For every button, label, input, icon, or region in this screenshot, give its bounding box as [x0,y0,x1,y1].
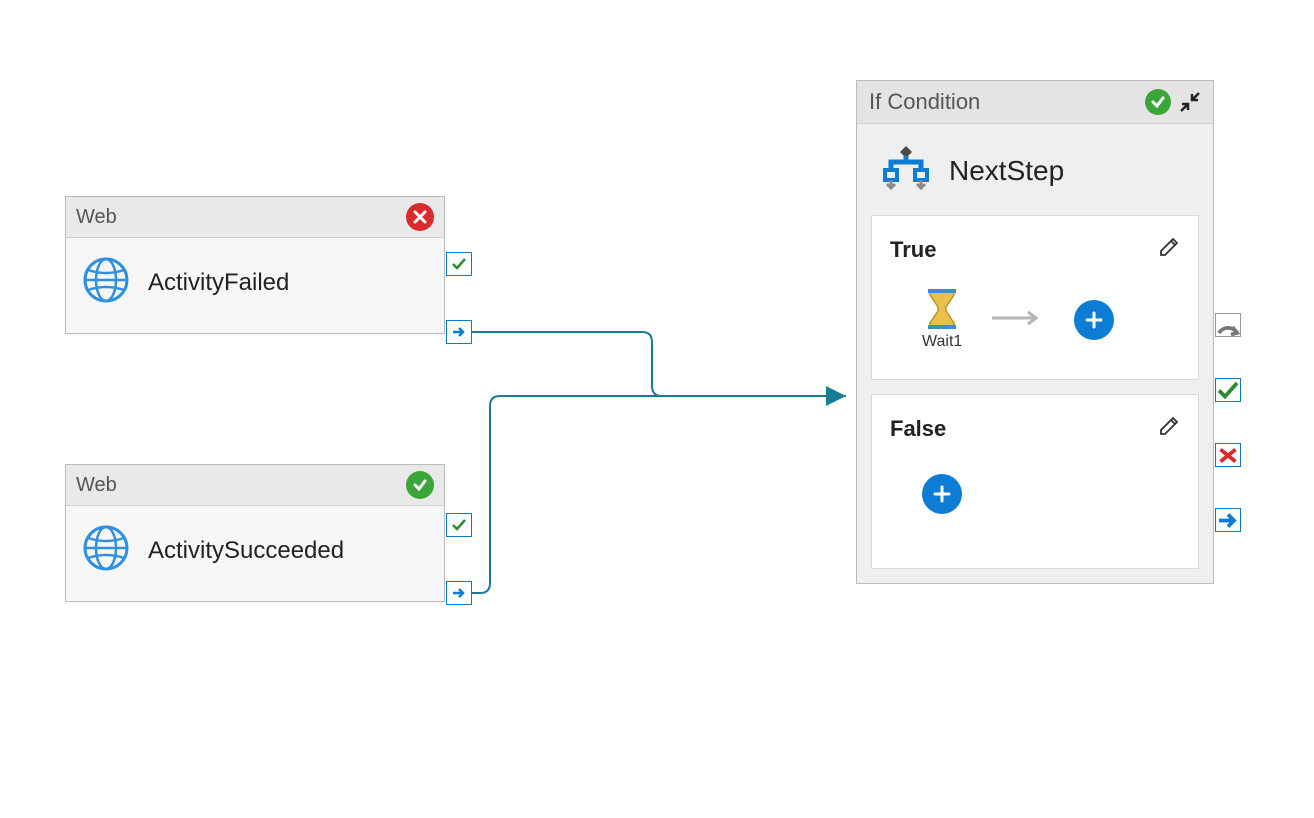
add-activity-button[interactable] [922,474,962,514]
skip-port[interactable] [1215,313,1241,337]
completion-port[interactable] [446,581,472,605]
wait-activity[interactable]: Wait1 [922,289,962,351]
activity-succeeded[interactable]: Web ActivitySucceeded [65,464,445,602]
activity-failed-type: Web [76,206,117,229]
activity-failed-body[interactable]: ActivityFailed [66,238,444,333]
completion-port[interactable] [1215,508,1241,532]
globe-icon [82,256,130,309]
edit-icon[interactable] [1158,236,1180,263]
ok-status-icon [1145,89,1171,115]
if-condition-name: NextStep [949,155,1064,187]
activity-failed[interactable]: Web ActivityFailed [65,196,445,334]
activity-failed-header: Web [66,197,444,238]
edit-icon[interactable] [1158,415,1180,442]
ok-status-icon [406,471,434,499]
if-condition-title-row: NextStep [857,124,1213,215]
success-port[interactable] [446,513,472,537]
activity-succeeded-name: ActivitySucceeded [148,537,344,565]
if-condition-header: If Condition [857,81,1213,124]
flow-arrow-icon [990,310,1046,331]
activity-succeeded-type: Web [76,474,117,497]
if-condition-type: If Condition [869,89,980,115]
activity-failed-name: ActivityFailed [148,269,289,297]
fail-status-icon [406,203,434,231]
false-branch-label: False [890,416,946,442]
conditional-split-icon [879,144,933,197]
wait-activity-name: Wait1 [922,333,962,351]
collapse-icon[interactable] [1179,91,1201,113]
failure-port[interactable] [1215,443,1241,467]
activity-succeeded-header: Web [66,465,444,506]
hourglass-icon [924,289,960,329]
success-port[interactable] [1215,378,1241,402]
success-port[interactable] [446,252,472,276]
false-branch[interactable]: False [871,394,1199,569]
activity-succeeded-body[interactable]: ActivitySucceeded [66,506,444,601]
completion-port[interactable] [446,320,472,344]
add-activity-button[interactable] [1074,300,1114,340]
pipeline-canvas[interactable]: Web ActivityFailed Web [0,0,1314,818]
true-branch-label: True [890,237,936,263]
true-branch[interactable]: True Wait1 [871,215,1199,380]
if-condition-panel[interactable]: If Condition [856,80,1214,584]
globe-icon [82,524,130,577]
